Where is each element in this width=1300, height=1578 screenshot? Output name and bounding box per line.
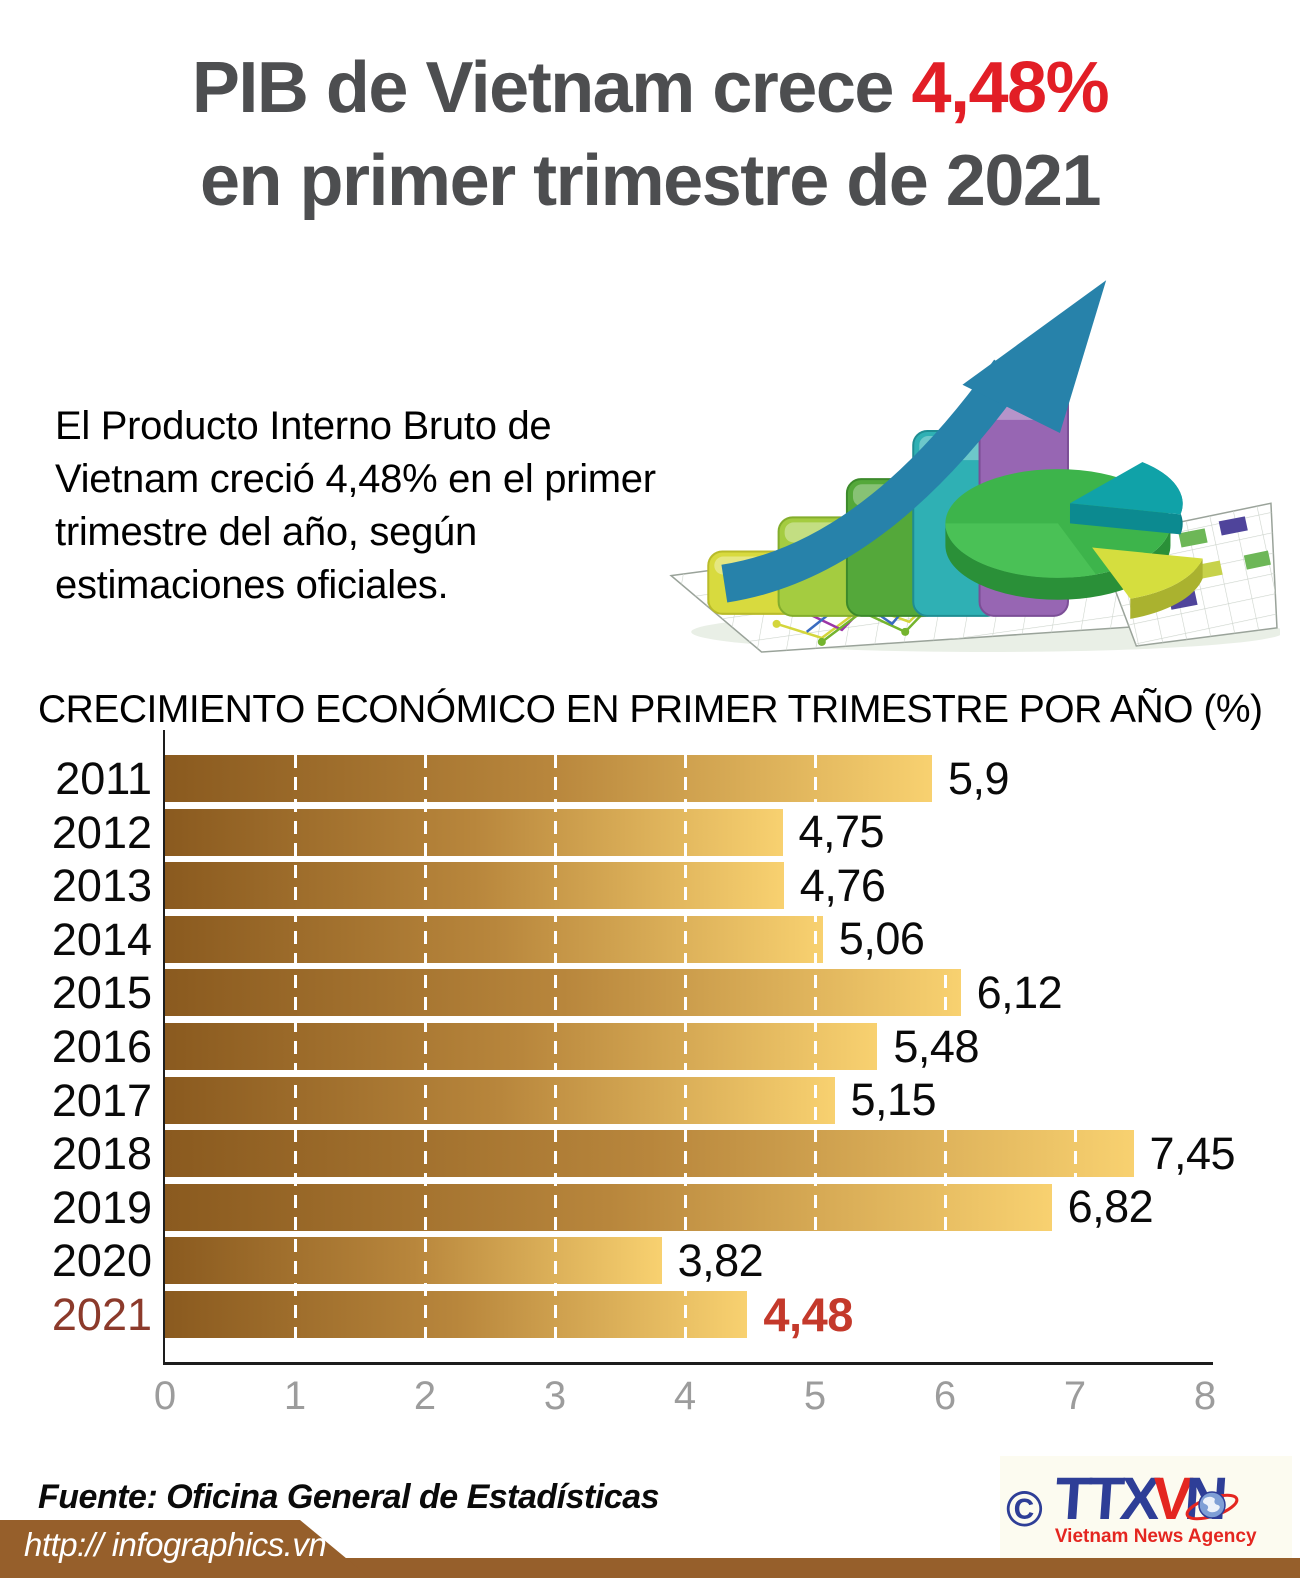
bar-2012 [165, 808, 783, 856]
bar-2020 [165, 1237, 662, 1285]
year-label-2012: 2012 [51, 806, 152, 858]
site-url: http:// infographics.vn [24, 1526, 327, 1563]
bar-row-2016: 5,48 [165, 1020, 1205, 1072]
bottom-brown-block [0, 1520, 370, 1578]
gridline-6 [943, 755, 947, 1338]
title-line-2: en primer trimestre de 2021 [200, 141, 1101, 221]
value-label-2012: 4,75 [798, 806, 885, 858]
gridline-2 [423, 755, 427, 1338]
x-tick-4: 4 [673, 1374, 697, 1418]
growth-illustration [669, 280, 1280, 653]
x-tick-5: 5 [803, 1374, 827, 1418]
title-line-1: PIB de Vietnam crece 4,48% [0, 42, 1300, 135]
gridline-7 [1073, 755, 1077, 1338]
bar-row-2014: 5,06 [165, 913, 1205, 965]
year-label-2018: 2018 [51, 1128, 152, 1180]
value-label-2014: 5,06 [838, 913, 925, 965]
page-title: PIB de Vietnam crece 4,48% en primer tri… [0, 42, 1300, 228]
value-label-2021: 4,48 [763, 1288, 853, 1341]
x-tick-3: 3 [543, 1374, 567, 1418]
value-label-2015: 6,12 [976, 966, 1063, 1018]
year-labels: 2011 2012 2013 2014 2015 2016 2017 2018 2019 2020… [28, 755, 152, 1338]
year-label-2013: 2013 [51, 860, 152, 912]
bar-2014 [165, 915, 823, 963]
year-label-2015: 2015 [51, 967, 152, 1019]
value-label-2011: 5,9 [948, 752, 1010, 804]
value-label-2020: 3,82 [677, 1234, 764, 1286]
x-tick-1: 1 [283, 1374, 307, 1418]
x-axis-ticks: 0 1 2 3 4 5 6 7 8 [154, 1374, 1216, 1424]
value-label-2013: 4,76 [799, 859, 886, 911]
gridline-4 [683, 755, 687, 1338]
ttxvn-wordmark: TTXVN Vietnam News Agency [1053, 1465, 1257, 1548]
bar-row-2018: 7,45 [165, 1128, 1236, 1179]
value-label-2016: 5,48 [893, 1020, 979, 1072]
logo-subtitle: Vietnam News Agency [1054, 1526, 1257, 1547]
bar-row-2013: 4,76 [165, 859, 1205, 911]
x-tick-7: 7 [1063, 1374, 1087, 1418]
chart-title: CRECIMIENTO ECONÓMICO EN PRIMER TRIMESTR… [38, 688, 1263, 732]
intro-text: El Producto Interno Bruto de Vietnam cre… [55, 404, 656, 607]
bar-row-2015: 6,12 [165, 966, 1205, 1018]
bar-2018 [165, 1130, 1134, 1178]
value-label-2019: 6,82 [1067, 1181, 1154, 1233]
copyright-icon: © [1006, 1481, 1043, 1537]
year-label-2011: 2011 [55, 753, 152, 804]
x-tick-6: 6 [933, 1374, 957, 1418]
bar-2013 [165, 862, 784, 910]
bar-row-2017: 5,15 [165, 1074, 1205, 1126]
x-tick-8: 8 [1193, 1374, 1217, 1418]
bar-row-2011: 5,9 [165, 752, 1205, 804]
value-label-2017: 5,15 [850, 1074, 937, 1126]
bar-plot-area: 5,9 4,75 4,76 5,06 6,12 5,48 5,15 7,45 6,82 3,82 4… [165, 752, 1236, 1341]
title-text: PIB de Vietnam crece [191, 48, 912, 128]
gridline-1 [293, 755, 297, 1338]
globe-icon [1185, 1491, 1239, 1521]
title-highlight-value: 4,48% [911, 48, 1109, 128]
bar-2016 [165, 1023, 878, 1070]
value-label-2018: 7,45 [1149, 1127, 1236, 1179]
growth-arrow-icon [721, 280, 1107, 603]
bar-2017 [165, 1076, 835, 1124]
source-text: Fuente: Oficina General de Estadísticas [38, 1478, 660, 1516]
year-label-2021: 2021 [51, 1289, 152, 1340]
year-label-2017: 2017 [51, 1074, 152, 1126]
bar-2015 [165, 969, 961, 1017]
ttxvn-logo: © TTXVN Vietnam News Agency [1000, 1456, 1292, 1562]
bar-row-2020: 3,82 [165, 1234, 1205, 1286]
bar-row-2012: 4,75 [165, 806, 1205, 858]
year-label-2016: 2016 [51, 1021, 152, 1072]
gridline-5 [813, 755, 817, 1338]
logo-letters-ttx: TTX [1052, 1465, 1159, 1532]
bar-2021 [165, 1291, 748, 1338]
year-label-2014: 2014 [51, 913, 152, 965]
bar-2019 [165, 1183, 1052, 1231]
x-tick-0: 0 [153, 1374, 177, 1418]
bar-row-2019: 6,82 [165, 1181, 1205, 1233]
year-label-2019: 2019 [51, 1181, 152, 1233]
chart-y-axis [163, 730, 165, 1363]
gridline-3 [553, 755, 557, 1338]
chart-x-axis [163, 1362, 1213, 1365]
year-label-2020: 2020 [51, 1235, 152, 1287]
x-tick-2: 2 [413, 1374, 437, 1418]
bar-row-2021: 4,48 [165, 1288, 1205, 1341]
bar-2011 [165, 755, 932, 802]
pie-chart-graphic [945, 462, 1203, 619]
